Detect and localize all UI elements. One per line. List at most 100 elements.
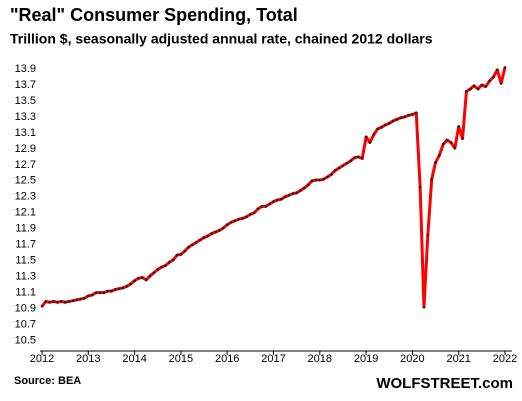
point [75,298,79,302]
point [472,84,476,88]
point [376,127,379,131]
point [79,297,82,301]
point [480,83,484,87]
point [488,79,491,83]
point [183,249,187,253]
point [210,232,214,235]
point [237,217,241,221]
point [175,253,179,257]
point [360,157,364,160]
point [187,245,190,249]
y-tick-label: 13.9 [15,63,36,75]
point [225,223,229,227]
x-tick-label: 2019 [354,353,378,365]
point [144,278,148,282]
point [48,300,52,304]
point [260,205,264,208]
point [113,288,117,291]
point [98,291,102,294]
point [171,258,175,262]
point [310,179,314,183]
point [229,221,233,224]
point [133,279,136,282]
point [90,293,94,297]
point [414,111,418,115]
point [156,268,160,271]
point [63,300,67,304]
point [214,230,217,234]
point [160,265,163,269]
point [264,205,268,208]
point [164,264,167,267]
point [341,164,345,167]
point [52,300,55,303]
point [430,177,434,181]
point [387,122,391,125]
point [465,90,468,93]
point [295,191,298,195]
point [283,195,287,199]
point [345,161,349,165]
point [445,138,449,142]
point [441,142,445,146]
y-tick-label: 12.3 [15,191,36,203]
point [241,217,244,220]
point [198,238,202,242]
y-tick-label: 10.7 [15,319,36,331]
point [67,300,71,303]
point [287,193,291,197]
point [318,178,322,182]
point [222,226,225,230]
y-tick-label: 13.3 [15,111,36,123]
point [102,291,106,294]
point [503,66,507,69]
point [56,300,59,304]
y-tick-label: 11.5 [15,255,36,267]
x-tick-label: 2018 [308,353,332,365]
point [148,274,152,278]
x-tick-label: 2014 [122,353,146,365]
point [476,87,480,91]
point [272,200,275,203]
x-tick-label: 2016 [215,353,239,365]
point [202,236,206,239]
point [399,116,403,120]
point [83,296,86,300]
point [326,175,329,179]
point [434,161,437,164]
chart-title: "Real" Consumer Spending, Total [10,5,298,25]
watermark: WOLFSTREET.com [376,375,513,392]
x-tick-label: 2021 [446,353,470,365]
point [125,284,129,288]
point [461,137,464,140]
point [418,185,422,189]
point [330,173,333,176]
source: Source: BEA [14,375,81,387]
point [333,169,337,172]
point [407,114,410,117]
point [106,289,109,293]
y-tick-label: 11.7 [15,239,36,251]
y-tick-label: 13.5 [15,95,36,107]
point [357,155,360,159]
point [94,291,98,294]
y-tick-label: 12.1 [15,207,36,219]
point [391,119,395,123]
point [206,234,210,238]
point [380,126,383,129]
point [372,133,376,136]
point [303,186,306,190]
chart-subtitle: Trillion $, seasonally adjusted annual r… [10,31,433,47]
point [40,304,44,308]
point [492,75,495,79]
point [484,85,487,88]
point [299,189,302,192]
point [152,271,156,275]
point [268,202,271,206]
y-tick-label: 13.7 [15,79,36,91]
y-tick-label: 13.1 [15,127,36,139]
point [353,156,356,159]
x-tick-label: 2012 [30,353,54,365]
series-line [40,67,507,309]
